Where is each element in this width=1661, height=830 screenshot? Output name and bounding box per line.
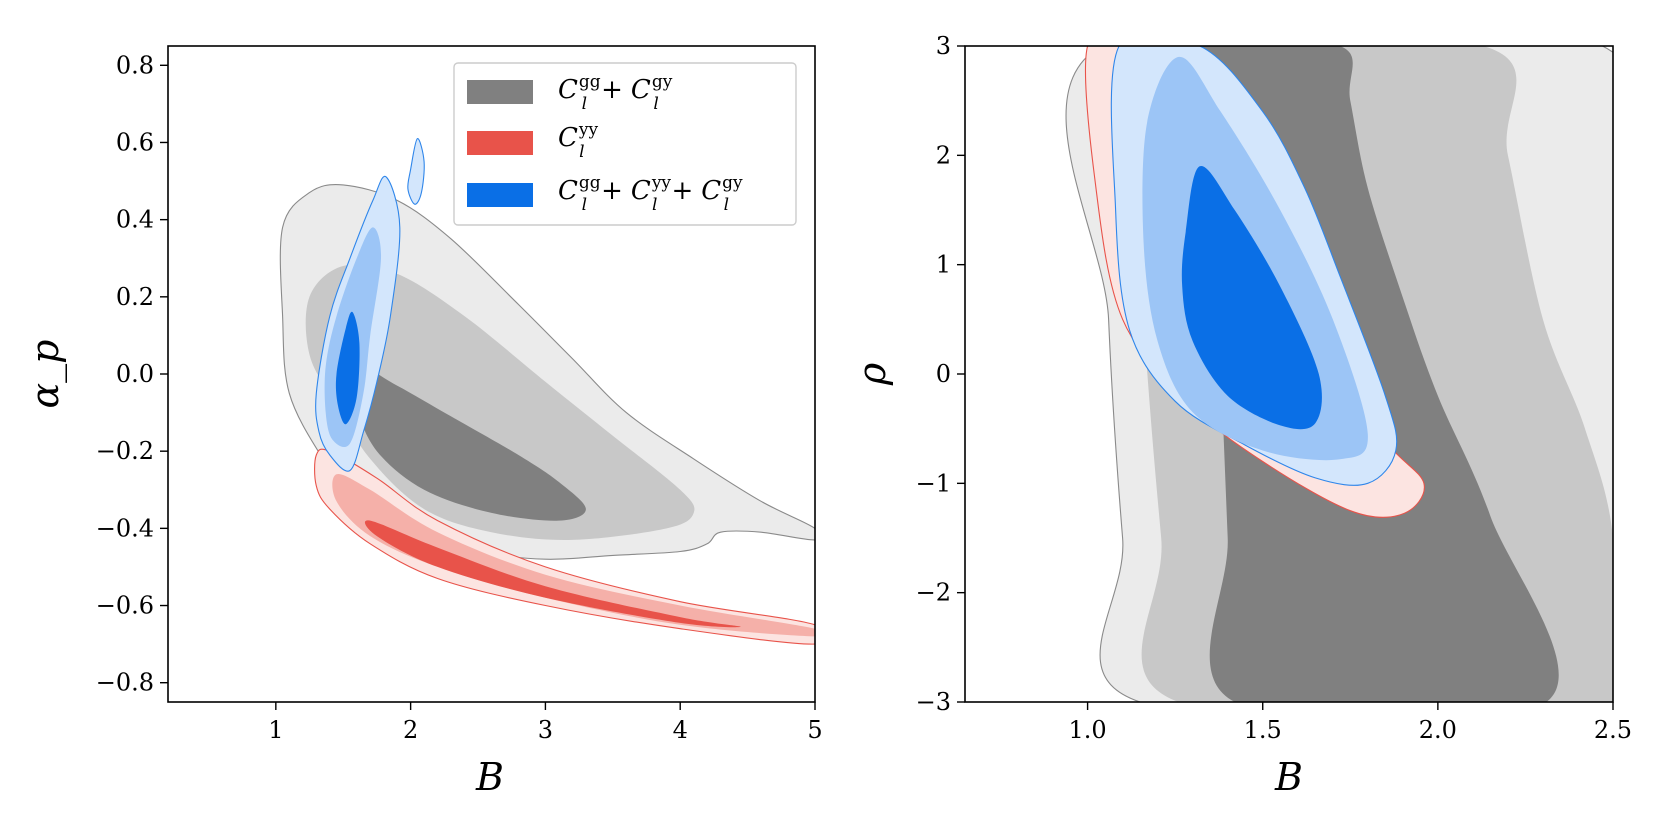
left-panel: 1 2 3 4 5 0.8 0.6 0.4 0.2 0.0 −0.2 −0.4 −0.6 −0.8 B α…	[23, 45, 823, 799]
left-contour-all-island	[407, 138, 425, 205]
left-y-tick-label: 0.2	[116, 283, 154, 311]
right-contour-all-peak	[1181, 165, 1322, 430]
left-x-axis-label: B	[475, 755, 504, 799]
legend-label-yy: Cyy l	[558, 120, 599, 162]
right-y-axis-label: ρ	[850, 362, 894, 386]
left-y-tick-label: −0.6	[96, 592, 154, 620]
right-y-tick-label: 0	[936, 360, 951, 388]
right-x-tick-label: 2.5	[1594, 716, 1632, 744]
left-x-tick-label: 4	[673, 716, 688, 744]
left-x-tick-label: 3	[538, 716, 553, 744]
left-x-tick-label: 2	[403, 716, 418, 744]
right-x-tick-label: 2.0	[1419, 716, 1457, 744]
left-y-tick-label: −0.2	[96, 437, 154, 465]
left-contour-all-peak	[335, 311, 360, 425]
right-y-tick-label: −1	[916, 469, 951, 497]
right-panel: 1.0 1.5 2.0 2.5 3 2 1 0 −1 −2 −3 B ρ	[850, 32, 1632, 799]
left-contour-gggy-peak	[355, 369, 586, 521]
legend-entry-gggy: Cgg l + Cgy l	[467, 72, 673, 114]
left-ticks: 1 2 3 4 5 0.8 0.6 0.4 0.2 0.0 −0.2 −0.4 −0.6 −0.8	[96, 51, 823, 744]
legend-label-all: Cgg l + Cyy l + Cgy l	[558, 173, 743, 215]
left-y-tick-label: 0.0	[116, 360, 154, 388]
legend-box	[453, 62, 797, 226]
right-x-axis-label: B	[1274, 755, 1303, 799]
right-y-tick-label: 1	[936, 251, 951, 279]
left-x-tick-label: 5	[807, 716, 822, 744]
legend-swatch-gggy	[467, 80, 533, 104]
right-y-tick-label: 2	[936, 141, 951, 169]
left-contours	[279, 138, 815, 645]
right-y-tick-label: −2	[916, 579, 951, 607]
right-x-tick-label: 1.0	[1069, 716, 1107, 744]
left-y-tick-label: −0.4	[96, 514, 154, 542]
left-y-tick-label: 0.4	[116, 206, 154, 234]
legend-label-gggy: Cgg l + Cgy l	[558, 72, 673, 114]
right-contours	[1065, 46, 1613, 702]
legend-swatch-all	[467, 183, 533, 207]
right-y-tick-label: 3	[936, 32, 951, 60]
right-y-tick-label: −3	[916, 688, 951, 716]
legend-entry-all: Cgg l + Cyy l + Cgy l	[467, 173, 743, 215]
left-y-tick-label: −0.8	[96, 669, 154, 697]
legend-swatch-yy	[467, 131, 533, 155]
legend: Cgg l + Cgy l Cyy l Cgg l + Cyy l + Cgy l	[453, 62, 797, 226]
left-y-axis-label: α_p	[23, 340, 68, 409]
left-y-tick-label: 0.6	[116, 128, 154, 156]
left-y-tick-label: 0.8	[116, 51, 154, 79]
right-ticks: 1.0 1.5 2.0 2.5 3 2 1 0 −1 −2 −3	[916, 32, 1632, 744]
right-x-tick-label: 1.5	[1244, 716, 1282, 744]
left-x-tick-label: 1	[268, 716, 283, 744]
legend-entry-yy: Cyy l	[467, 120, 599, 162]
